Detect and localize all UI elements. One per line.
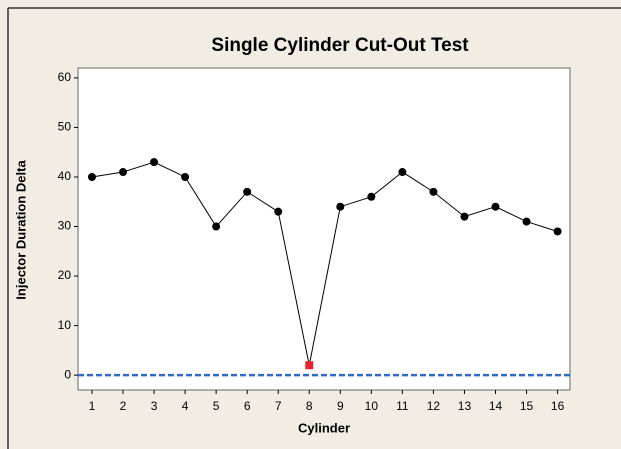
x-tick-label: 15: [520, 399, 534, 413]
y-tick-label: 50: [58, 120, 72, 134]
x-tick-label: 11: [396, 399, 409, 413]
data-point: [460, 212, 469, 221]
x-tick-label: 7: [275, 399, 282, 413]
data-point: [429, 187, 438, 196]
x-tick-label: 4: [182, 399, 189, 413]
data-point: [553, 227, 562, 236]
x-tick-label: 12: [427, 399, 441, 413]
x-tick-label: 1: [89, 399, 96, 413]
data-point: [305, 361, 314, 370]
y-tick-label: 60: [58, 70, 72, 84]
x-axis-label: Cylinder: [298, 420, 350, 435]
data-point: [398, 168, 407, 177]
x-tick-label: 6: [244, 399, 251, 413]
x-tick-label: 16: [551, 399, 565, 413]
data-point: [243, 187, 252, 196]
data-point: [491, 202, 500, 211]
data-point: [212, 222, 221, 231]
x-tick-label: 3: [151, 399, 158, 413]
series-line: [91, 161, 558, 366]
y-axis-label: Injector Duration Delta: [13, 160, 28, 300]
chart-title: Single Cylinder Cut-Out Test: [211, 35, 469, 56]
x-tick-label: 8: [306, 399, 313, 413]
x-tick-label: 5: [213, 399, 220, 413]
plot-area: [77, 67, 571, 391]
x-tick-label: 13: [458, 399, 472, 413]
y-tick-label: 20: [58, 268, 72, 282]
x-tick-label: 9: [337, 399, 344, 413]
data-point: [522, 217, 531, 226]
y-tick-label: 0: [64, 367, 71, 381]
data-point: [367, 192, 376, 201]
data-point: [336, 202, 345, 211]
x-tick-label: 14: [489, 399, 503, 413]
data-point: [150, 158, 159, 167]
x-tick-label: 10: [365, 399, 379, 413]
y-tick-label: 40: [58, 169, 72, 183]
data-point: [181, 172, 190, 181]
y-tick-label: 10: [58, 318, 72, 332]
data-point: [274, 207, 283, 216]
data-point: [119, 168, 128, 177]
data-point: [87, 172, 96, 181]
y-tick-label: 30: [58, 219, 72, 233]
x-tick-label: 2: [120, 399, 127, 413]
